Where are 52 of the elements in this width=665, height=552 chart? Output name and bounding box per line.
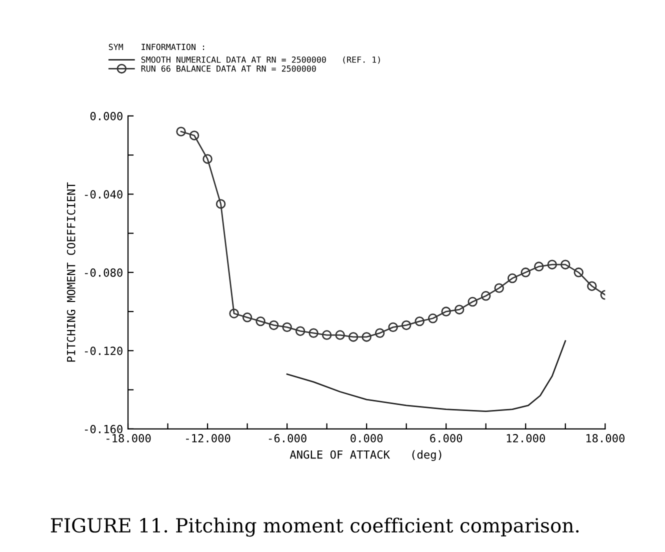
line-series bbox=[286, 340, 566, 412]
text: SYM bbox=[108, 44, 124, 50]
point bbox=[414, 316, 424, 326]
point bbox=[229, 308, 239, 318]
point bbox=[322, 330, 332, 340]
x-tick-label: 6.000 bbox=[430, 434, 462, 442]
x-tick-label: -6.000 bbox=[268, 434, 306, 442]
point bbox=[401, 320, 412, 330]
y-axis-title: PITCHING MOMENT COEFFICIENT bbox=[66, 182, 76, 362]
legend-label: SMOOTH NUMERICAL DATA AT RN = 2500000 (REF. 1) bbox=[141, 56, 380, 64]
x-axis-title: ANGLE OF ATTACK (deg) bbox=[290, 450, 442, 461]
point bbox=[335, 330, 345, 340]
point bbox=[587, 281, 597, 291]
y-tick-label: -0.120 bbox=[84, 346, 122, 356]
legend-label: RUN 66 BALANCE DATA AT RN = 2500000 bbox=[141, 65, 316, 72]
point bbox=[454, 304, 464, 314]
point bbox=[308, 328, 318, 338]
point bbox=[242, 312, 252, 322]
x-tick-label: 12.000 bbox=[506, 434, 545, 442]
point bbox=[494, 283, 504, 293]
point bbox=[374, 328, 385, 338]
x-tick-label: 18.000 bbox=[586, 434, 624, 442]
x-tick-label: -18.000 bbox=[106, 434, 151, 442]
legend-title: INFORMATION : bbox=[142, 44, 204, 50]
point bbox=[295, 326, 306, 336]
point bbox=[574, 268, 584, 278]
point bbox=[216, 199, 226, 209]
point bbox=[256, 316, 266, 326]
point bbox=[468, 296, 478, 307]
point bbox=[348, 332, 358, 342]
point bbox=[534, 262, 544, 272]
point bbox=[428, 314, 438, 324]
point bbox=[547, 260, 557, 270]
point bbox=[508, 273, 518, 284]
y-tick-label: -0.160 bbox=[84, 424, 122, 434]
y-tick-label: 0.000 bbox=[90, 112, 122, 120]
point bbox=[202, 154, 212, 164]
x-tick-label: 0.000 bbox=[350, 434, 383, 442]
y-tick-label: -0.080 bbox=[84, 268, 122, 277]
point bbox=[441, 306, 451, 316]
point bbox=[520, 268, 530, 278]
caption: FIGURE 11. Pitching moment coefficient comparison. bbox=[50, 518, 579, 537]
point bbox=[268, 320, 279, 330]
point bbox=[481, 291, 491, 301]
x-tick-label: -12.000 bbox=[186, 434, 230, 442]
point bbox=[560, 260, 570, 270]
y-tick-label: -0.040 bbox=[84, 190, 122, 199]
point bbox=[176, 126, 186, 136]
point bbox=[189, 130, 200, 140]
point bbox=[388, 322, 398, 332]
point bbox=[282, 322, 292, 332]
point bbox=[362, 332, 372, 342]
